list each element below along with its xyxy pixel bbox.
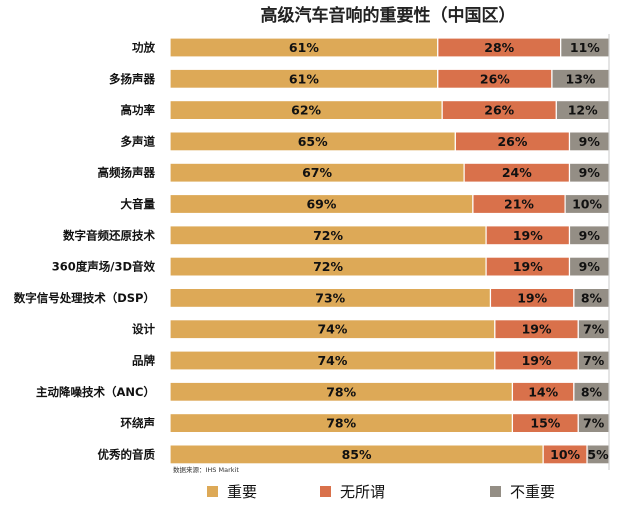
category-label: 数字信号处理技术（DSP） [14,291,155,305]
value-label: 61% [289,40,319,55]
value-label: 7% [583,416,605,431]
legend: 重要 无所谓 不重要 [207,483,555,501]
value-label: 62% [291,103,321,118]
value-label: 26% [484,103,514,118]
legend-swatch [207,486,218,497]
category-label: 品牌 [132,354,155,368]
value-label: 8% [581,384,603,399]
category-label: 高功率 [121,103,156,117]
value-label: 61% [289,71,319,86]
value-label: 9% [579,228,601,243]
value-label: 65% [298,134,328,149]
category-label: 功放 [132,41,155,55]
value-label: 72% [313,228,343,243]
chart-title: 高级汽车音响的重要性（中国区） [261,5,516,26]
category-label: 高频扬声器 [98,166,156,180]
value-label: 78% [326,416,356,431]
value-label: 67% [302,165,332,180]
category-label: 数字音频还原技术 [63,228,155,242]
value-label: 12% [568,103,598,118]
value-label: 9% [579,165,601,180]
category-label: 主动降噪技术（ANC） [36,385,155,399]
value-label: 73% [315,290,345,305]
category-label: 环绕声 [121,416,156,430]
value-label: 21% [504,197,534,212]
value-label: 24% [502,165,532,180]
value-label: 10% [550,447,580,462]
source-note: 数据来源：IHS Markit [173,465,239,474]
value-label: 26% [480,71,510,86]
category-label: 大音量 [121,197,156,211]
value-label: 78% [326,384,356,399]
value-label: 28% [484,40,514,55]
value-label: 19% [513,259,543,274]
value-label: 13% [566,71,596,86]
value-label: 15% [530,416,560,431]
value-label: 19% [517,290,547,305]
value-labels: 61% 28% 11% 61% 26% 13% 62% 26% 12% 65% 26% 9% 67% 24… [289,40,609,462]
category-label: 多声道 [121,134,156,148]
legend-label: 不重要 [510,483,555,501]
value-label: 8% [581,290,603,305]
legend-label: 无所谓 [340,483,385,501]
value-label: 10% [572,197,602,212]
bar-segments [169,37,610,465]
value-label: 74% [317,353,347,368]
legend-swatch [320,486,331,497]
value-label: 9% [579,259,601,274]
value-label: 7% [583,322,605,337]
value-label: 5% [587,447,609,462]
value-label: 19% [513,228,543,243]
legend-swatch [490,486,501,497]
value-label: 9% [579,134,601,149]
category-label: 优秀的音质 [98,447,156,461]
value-label: 19% [522,322,552,337]
value-label: 26% [497,134,527,149]
value-label: 7% [583,353,605,368]
value-label: 72% [313,259,343,274]
value-label: 85% [342,447,372,462]
value-label: 14% [528,384,558,399]
category-label: 多扬声器 [109,72,155,86]
value-label: 11% [570,40,600,55]
value-label: 74% [317,322,347,337]
category-label: 设计 [132,322,155,336]
category-label: 360度声场/3D音效 [52,260,156,274]
value-label: 19% [522,353,552,368]
value-label: 69% [306,197,336,212]
legend-label: 重要 [227,483,257,501]
